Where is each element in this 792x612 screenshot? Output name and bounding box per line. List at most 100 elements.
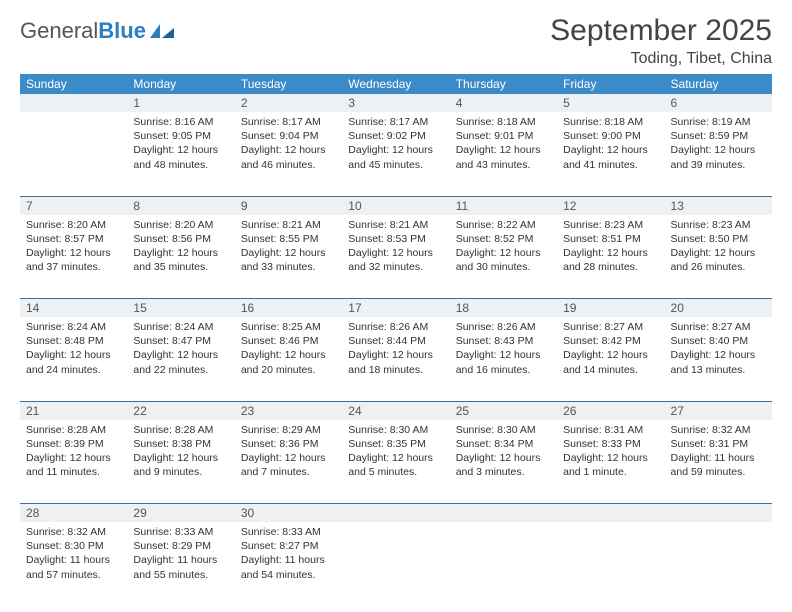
daylight-text: Daylight: 12 hours and 16 minutes. [456,348,551,376]
sunrise-text: Sunrise: 8:27 AM [563,320,658,334]
sunset-text: Sunset: 8:36 PM [241,437,336,451]
day-number: 29 [127,504,234,523]
day-details: Sunrise: 8:30 AMSunset: 8:35 PMDaylight:… [342,420,449,486]
day-details: Sunrise: 8:24 AMSunset: 8:48 PMDaylight:… [20,317,127,383]
day-number: 6 [665,94,772,112]
sunset-text: Sunset: 8:31 PM [671,437,766,451]
sunrise-text: Sunrise: 8:24 AM [133,320,228,334]
day-cell: Sunrise: 8:23 AMSunset: 8:51 PMDaylight:… [557,215,664,299]
brand-name: GeneralBlue [20,18,146,44]
day-number: 24 [342,401,449,420]
day-details: Sunrise: 8:20 AMSunset: 8:57 PMDaylight:… [20,215,127,281]
week-row: Sunrise: 8:28 AMSunset: 8:39 PMDaylight:… [20,420,772,504]
day-details: Sunrise: 8:33 AMSunset: 8:27 PMDaylight:… [235,522,342,588]
month-title: September 2025 [550,14,772,48]
sunrise-text: Sunrise: 8:26 AM [456,320,551,334]
day-number [665,504,772,523]
daylight-text: Daylight: 11 hours and 59 minutes. [671,451,766,479]
daylight-text: Daylight: 12 hours and 24 minutes. [26,348,121,376]
day-cell: Sunrise: 8:18 AMSunset: 9:00 PMDaylight:… [557,112,664,196]
calendar-table: Sunday Monday Tuesday Wednesday Thursday… [20,74,772,606]
day-cell: Sunrise: 8:20 AMSunset: 8:57 PMDaylight:… [20,215,127,299]
daynum-row: 14151617181920 [20,299,772,318]
location-subtitle: Toding, Tibet, China [550,50,772,68]
sunrise-text: Sunrise: 8:19 AM [671,115,766,129]
daylight-text: Daylight: 12 hours and 22 minutes. [133,348,228,376]
brand-part1: General [20,18,98,43]
sunrise-text: Sunrise: 8:28 AM [133,423,228,437]
sunrise-text: Sunrise: 8:29 AM [241,423,336,437]
day-number [342,504,449,523]
sunset-text: Sunset: 9:02 PM [348,129,443,143]
sunset-text: Sunset: 8:42 PM [563,334,658,348]
sunrise-text: Sunrise: 8:31 AM [563,423,658,437]
sunrise-text: Sunrise: 8:23 AM [563,218,658,232]
daylight-text: Daylight: 12 hours and 5 minutes. [348,451,443,479]
day-number: 8 [127,196,234,215]
sunset-text: Sunset: 8:27 PM [241,539,336,553]
day-number: 25 [450,401,557,420]
day-cell: Sunrise: 8:21 AMSunset: 8:55 PMDaylight:… [235,215,342,299]
sail-icon [148,22,176,40]
daylight-text: Daylight: 12 hours and 3 minutes. [456,451,551,479]
sunset-text: Sunset: 9:04 PM [241,129,336,143]
sunrise-text: Sunrise: 8:24 AM [26,320,121,334]
daylight-text: Daylight: 12 hours and 18 minutes. [348,348,443,376]
daynum-row: 282930 [20,504,772,523]
weekday-thu: Thursday [450,74,557,94]
day-details: Sunrise: 8:32 AMSunset: 8:30 PMDaylight:… [20,522,127,588]
day-details: Sunrise: 8:23 AMSunset: 8:50 PMDaylight:… [665,215,772,281]
day-number: 26 [557,401,664,420]
weekday-fri: Friday [557,74,664,94]
day-details: Sunrise: 8:25 AMSunset: 8:46 PMDaylight:… [235,317,342,383]
sunrise-text: Sunrise: 8:33 AM [133,525,228,539]
day-cell: Sunrise: 8:32 AMSunset: 8:30 PMDaylight:… [20,522,127,606]
day-cell [665,522,772,606]
day-cell: Sunrise: 8:26 AMSunset: 8:44 PMDaylight:… [342,317,449,401]
day-number: 2 [235,94,342,112]
sunset-text: Sunset: 8:38 PM [133,437,228,451]
day-details: Sunrise: 8:18 AMSunset: 9:00 PMDaylight:… [557,112,664,178]
weekday-sat: Saturday [665,74,772,94]
day-cell: Sunrise: 8:24 AMSunset: 8:47 PMDaylight:… [127,317,234,401]
daylight-text: Daylight: 12 hours and 11 minutes. [26,451,121,479]
daylight-text: Daylight: 12 hours and 35 minutes. [133,246,228,274]
sunrise-text: Sunrise: 8:26 AM [348,320,443,334]
day-details: Sunrise: 8:21 AMSunset: 8:55 PMDaylight:… [235,215,342,281]
sunset-text: Sunset: 8:55 PM [241,232,336,246]
sunset-text: Sunset: 8:56 PM [133,232,228,246]
day-details: Sunrise: 8:29 AMSunset: 8:36 PMDaylight:… [235,420,342,486]
week-row: Sunrise: 8:20 AM Sunset: 8:57 PM Daylight:… [20,215,772,299]
sunrise-text: Sunrise: 8:20 AM [133,218,228,232]
sunset-text: Sunset: 9:05 PM [133,129,228,143]
sunrise-text: Sunrise: 8:17 AM [348,115,443,129]
day-cell: Sunrise: 8:29 AMSunset: 8:36 PMDaylight:… [235,420,342,504]
daylight-text: Daylight: 12 hours and 1 minute. [563,451,658,479]
day-number: 15 [127,299,234,318]
day-details: Sunrise: 8:17 AMSunset: 9:02 PMDaylight:… [342,112,449,178]
sunrise-text: Sunrise: 8:32 AM [671,423,766,437]
sunset-text: Sunset: 8:47 PM [133,334,228,348]
calendar-body: 123456Sunrise: 8:16 AMSunset: 9:05 PMDay… [20,94,772,606]
day-cell: Sunrise: 8:33 AMSunset: 8:29 PMDaylight:… [127,522,234,606]
daylight-text: Daylight: 11 hours and 55 minutes. [133,553,228,581]
day-cell: Sunrise: 8:20 AMSunset: 8:56 PMDaylight:… [127,215,234,299]
day-cell: Sunrise: 8:32 AMSunset: 8:31 PMDaylight:… [665,420,772,504]
day-cell: Sunrise: 8:28 AMSunset: 8:38 PMDaylight:… [127,420,234,504]
sunset-text: Sunset: 8:34 PM [456,437,551,451]
sunrise-text: Sunrise: 8:25 AM [241,320,336,334]
day-details: Sunrise: 8:27 AMSunset: 8:40 PMDaylight:… [665,317,772,383]
daylight-text: Daylight: 12 hours and 14 minutes. [563,348,658,376]
day-cell: Sunrise: 8:33 AMSunset: 8:27 PMDaylight:… [235,522,342,606]
daylight-text: Daylight: 12 hours and 13 minutes. [671,348,766,376]
day-number: 14 [20,299,127,318]
day-number: 7 [20,196,127,215]
week-row: Sunrise: 8:16 AMSunset: 9:05 PMDaylight:… [20,112,772,196]
day-cell: Sunrise: 8:24 AMSunset: 8:48 PMDaylight:… [20,317,127,401]
sunrise-text: Sunrise: 8:18 AM [456,115,551,129]
daylight-text: Daylight: 12 hours and 45 minutes. [348,143,443,171]
page-header: GeneralBlue September 2025 Toding, Tibet… [20,14,772,68]
sunset-text: Sunset: 8:57 PM [26,232,121,246]
daylight-text: Daylight: 12 hours and 39 minutes. [671,143,766,171]
day-details: Sunrise: 8:20 AMSunset: 8:56 PMDaylight:… [127,215,234,281]
